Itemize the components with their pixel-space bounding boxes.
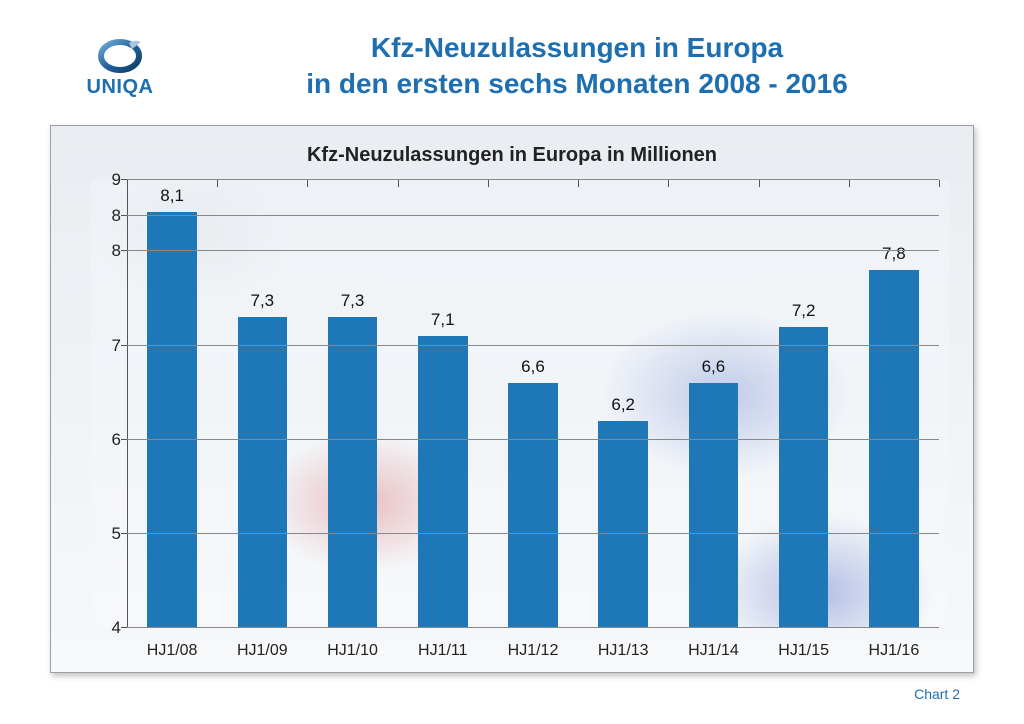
gridline (127, 215, 939, 216)
x-tick-mark (849, 180, 850, 187)
gridline (127, 533, 939, 534)
chart-card: Kfz-Neuzulassungen in Europa in Millione… (50, 125, 974, 673)
bar-value-label: 7,3 (250, 291, 274, 311)
bar: 6,6 (508, 383, 558, 628)
bar: 7,3 (328, 317, 378, 627)
logo-ring-icon (96, 36, 144, 74)
bar-value-label: 7,1 (431, 310, 455, 330)
chart-number: Chart 2 (914, 686, 960, 702)
x-tick-mark (127, 180, 128, 187)
title-line-1: Kfz-Neuzulassungen in Europa (180, 30, 974, 66)
bar: 7,1 (418, 336, 468, 628)
x-tick-label: HJ1/15 (778, 642, 829, 660)
x-tick-label: HJ1/11 (418, 642, 468, 660)
bar-value-label: 7,3 (341, 291, 365, 311)
x-tick-mark (488, 180, 489, 187)
bar-value-label: 6,6 (521, 357, 545, 377)
bar: 7,2 (779, 327, 829, 628)
brand-logo: UNIQA (60, 36, 180, 99)
x-axis-labels: HJ1/08 HJ1/09 HJ1/10 HJ1/11 HJ1/12 HJ1/13 HJ1/… (127, 634, 939, 660)
x-tick-mark (398, 180, 399, 187)
bar: 6,6 (689, 383, 739, 628)
y-tick-label: 4 (97, 618, 121, 638)
y-tick-mark (121, 627, 127, 628)
y-tick-label: 8 (97, 206, 121, 226)
page-title: Kfz-Neuzulassungen in Europa in den erst… (180, 30, 974, 103)
x-tick-label: HJ1/14 (688, 642, 739, 660)
y-tick-mark (121, 215, 127, 216)
y-tick-label: 9 (97, 170, 121, 190)
bar-value-label: 6,6 (702, 357, 726, 377)
chart-title: Kfz-Neuzulassungen in Europa in Millione… (51, 144, 973, 167)
x-tick-mark (217, 180, 218, 187)
gridline (127, 439, 939, 440)
plot: 8,17,37,37,16,66,26,67,27,8 4567889 (127, 180, 939, 628)
y-tick-label: 8 (97, 241, 121, 261)
y-tick-label: 6 (97, 430, 121, 450)
x-tick-mark (759, 180, 760, 187)
y-tick-mark (121, 250, 127, 251)
bar: 7,8 (869, 270, 919, 628)
bar-value-label: 7,8 (882, 244, 906, 264)
brand-name: UNIQA (87, 76, 154, 99)
plot-area: 8,17,37,37,16,66,26,67,27,8 4567889 (91, 180, 949, 628)
x-tick-label: HJ1/10 (327, 642, 378, 660)
y-tick-mark (121, 345, 127, 346)
y-tick-label: 5 (97, 524, 121, 544)
y-tick-mark (121, 533, 127, 534)
bar-value-label: 7,2 (792, 301, 816, 321)
x-tick-mark (939, 180, 940, 187)
bars-layer: 8,1 7,3 7,3 7,1 6,6 6,2 6,6 7,2 7,8 (127, 180, 939, 628)
y-tick-mark (121, 439, 127, 440)
gridline (127, 250, 939, 251)
bar-value-label: 8,1 (160, 186, 184, 206)
bar: 6,2 (598, 421, 648, 628)
bar: 8,1 (147, 212, 197, 628)
gridline (127, 627, 939, 628)
x-tick-mark (668, 180, 669, 187)
x-tick-label: HJ1/08 (147, 642, 198, 660)
x-tick-label: HJ1/09 (237, 642, 288, 660)
x-tick-label: HJ1/12 (508, 642, 559, 660)
x-tick-mark (307, 180, 308, 187)
x-tick-label: HJ1/13 (598, 642, 649, 660)
y-tick-label: 7 (97, 336, 121, 356)
x-tick-label: HJ1/16 (869, 642, 920, 660)
gridline (127, 345, 939, 346)
x-tick-mark (578, 180, 579, 187)
gridline (127, 179, 939, 180)
bar-value-label: 6,2 (611, 395, 635, 415)
header: UNIQA Kfz-Neuzulassungen in Europa in de… (0, 0, 1024, 113)
title-line-2: in den ersten sechs Monaten 2008 - 2016 (180, 66, 974, 102)
bar: 7,3 (238, 317, 288, 627)
